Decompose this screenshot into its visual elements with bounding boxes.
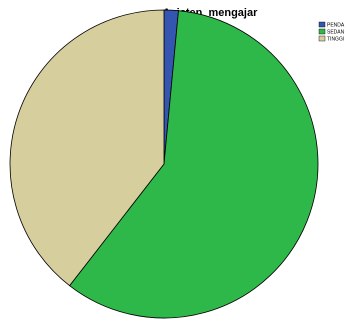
legend-swatch-tinggi bbox=[318, 35, 326, 42]
pie-slice-tinggi bbox=[9, 9, 165, 287]
legend-swatch-penda bbox=[318, 21, 326, 28]
legend-swatch-sedan bbox=[318, 28, 326, 35]
legend-label-tinggi: TINGGI bbox=[327, 37, 344, 43]
pie-slice-sedan bbox=[69, 10, 319, 319]
pie-slices bbox=[9, 9, 319, 319]
legend-label-sedan: SEDAN bbox=[327, 30, 345, 36]
legend-label-penda: PENDA bbox=[327, 23, 345, 29]
